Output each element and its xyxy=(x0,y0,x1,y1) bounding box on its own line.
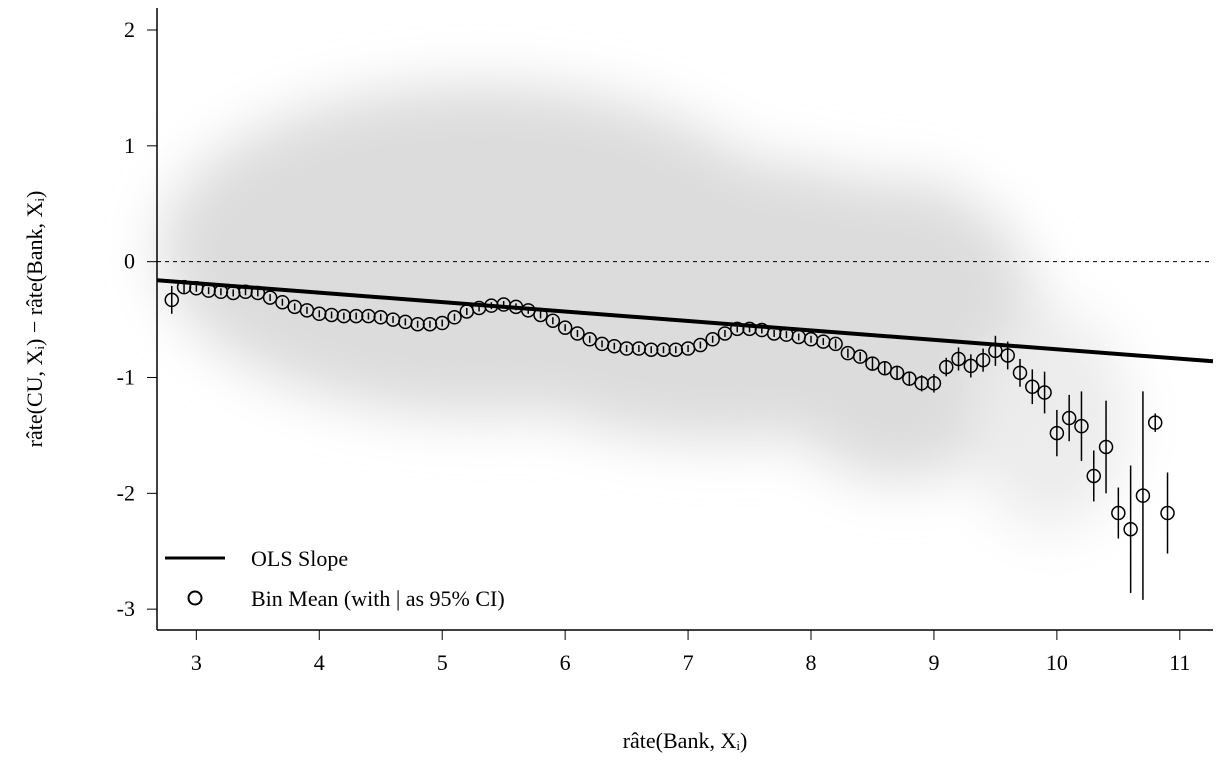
bin-mean xyxy=(1074,418,1089,434)
bin-mean xyxy=(963,358,979,374)
ols-line xyxy=(156,278,1214,364)
y-tick-label: 1 xyxy=(124,133,135,158)
bin-mean xyxy=(717,326,733,341)
y-tick-label: -1 xyxy=(117,364,135,389)
x-tick-label: 3 xyxy=(191,650,202,675)
x-tick-label: 8 xyxy=(806,650,817,675)
bin-mean xyxy=(570,326,585,341)
bin-mean xyxy=(1025,379,1040,395)
x-tick-label: 9 xyxy=(928,650,939,675)
bin-mean xyxy=(545,313,561,328)
bin-mean xyxy=(877,360,893,376)
bin-mean xyxy=(1086,468,1102,484)
bin-mean xyxy=(926,376,942,391)
bin-mean xyxy=(1123,521,1138,537)
bin-mean xyxy=(902,371,917,386)
bin-mean xyxy=(828,336,843,352)
bin-mean xyxy=(533,307,548,323)
bin-mean xyxy=(865,356,880,371)
bin-mean xyxy=(1049,425,1065,441)
point-cloud xyxy=(160,85,1130,530)
bin-mean xyxy=(434,315,450,331)
bin-mean xyxy=(988,343,1003,359)
y-axis-label: râte(CU, Xᵢ) − râte(Bank, Xᵢ) xyxy=(22,191,47,448)
bin-mean xyxy=(975,352,991,368)
bin-mean xyxy=(1111,505,1126,521)
bin-mean xyxy=(275,294,290,310)
bin-mean xyxy=(705,332,720,347)
legend-label: Bin Mean (with | as 95% CI) xyxy=(251,586,505,611)
bin-mean xyxy=(521,303,536,318)
bin-mean xyxy=(164,292,180,308)
bin-mean xyxy=(1012,365,1028,381)
x-tick-label: 10 xyxy=(1046,650,1068,675)
bin-mean xyxy=(1135,488,1151,503)
bin-mean xyxy=(1061,410,1077,426)
bin-mean xyxy=(1160,505,1175,521)
y-tick-label: -3 xyxy=(117,596,135,621)
bin-mean xyxy=(852,349,868,364)
y-tick-label: 0 xyxy=(124,249,135,274)
x-tick-label: 7 xyxy=(683,650,694,675)
bin-mean xyxy=(250,285,266,301)
bin-mean xyxy=(262,290,278,305)
bin-mean xyxy=(447,310,462,325)
bin-mean xyxy=(938,359,954,375)
x-tick-label: 6 xyxy=(560,650,571,675)
bin-mean xyxy=(889,365,905,381)
legend-marker xyxy=(187,590,203,606)
bin-mean xyxy=(557,320,573,335)
bin-mean xyxy=(1098,439,1114,455)
y-tick-label: 2 xyxy=(124,17,135,42)
x-tick-label: 5 xyxy=(437,650,448,675)
legend-label: OLS Slope xyxy=(251,546,348,571)
x-axis-label: râte(Bank, Xᵢ) xyxy=(623,728,748,753)
bin-mean xyxy=(582,332,597,347)
x-tick-label: 11 xyxy=(1169,650,1190,675)
x-tick-label: 4 xyxy=(314,650,325,675)
bin-mean xyxy=(693,337,708,353)
bin-mean xyxy=(951,351,966,367)
y-tick-label: -2 xyxy=(117,480,135,505)
bin-mean xyxy=(1147,415,1163,430)
bin-mean xyxy=(1000,348,1015,363)
bin-mean xyxy=(1037,385,1052,400)
